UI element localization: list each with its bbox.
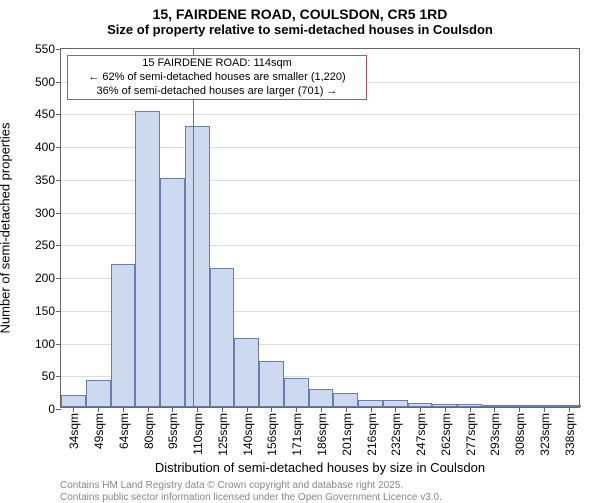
histogram-bar: [259, 361, 284, 407]
y-tick-label: 400: [35, 140, 61, 154]
x-tick-label: 186sqm: [313, 413, 329, 456]
x-tick-label: 125sqm: [214, 413, 230, 456]
footer-line-2: Contains public sector information licen…: [60, 492, 442, 503]
reference-line: [193, 49, 194, 407]
x-tick-label: 95sqm: [164, 413, 180, 449]
x-tick-mark: [271, 407, 272, 412]
x-tick-mark: [197, 407, 198, 412]
chart-container: 15, FAIRDENE ROAD, COULSDON, CR5 1RD Siz…: [0, 0, 600, 500]
x-tick-mark: [321, 407, 322, 412]
footer-line-1: Contains HM Land Registry data © Crown c…: [60, 480, 403, 491]
x-tick-label: 34sqm: [65, 413, 81, 449]
x-tick-mark: [222, 407, 223, 412]
x-tick-label: 64sqm: [115, 413, 131, 449]
y-tick-label: 100: [35, 337, 61, 351]
histogram-bar: [61, 395, 86, 407]
x-tick-mark: [445, 407, 446, 412]
x-tick-label: 201sqm: [338, 413, 354, 456]
x-tick-label: 293sqm: [486, 413, 502, 456]
y-tick-label: 300: [35, 206, 61, 220]
x-tick-label: 171sqm: [288, 413, 304, 456]
x-tick-label: 232sqm: [387, 413, 403, 456]
x-tick-mark: [123, 407, 124, 412]
x-tick-label: 140sqm: [239, 413, 255, 456]
histogram-bar: [185, 126, 210, 407]
x-tick-mark: [519, 407, 520, 412]
y-tick-label: 200: [35, 271, 61, 285]
x-tick-mark: [371, 407, 372, 412]
x-axis-label: Distribution of semi-detached houses by …: [60, 460, 580, 475]
annotation-line: 15 FAIRDENE ROAD: 114sqm: [72, 57, 362, 71]
x-tick-label: 80sqm: [140, 413, 156, 449]
histogram-bar: [210, 268, 235, 407]
histogram-bar: [333, 393, 358, 407]
x-tick-mark: [98, 407, 99, 412]
x-tick-label: 323sqm: [536, 413, 552, 456]
y-tick-label: 350: [35, 173, 61, 187]
x-tick-label: 216sqm: [363, 413, 379, 456]
x-tick-mark: [470, 407, 471, 412]
x-tick-label: 110sqm: [189, 413, 205, 455]
histogram-bar: [135, 111, 160, 407]
y-tick-label: 150: [35, 304, 61, 318]
annotation-line: ← 62% of semi-detached houses are smalle…: [72, 71, 362, 85]
y-tick-label: 250: [35, 238, 61, 252]
x-tick-label: 156sqm: [263, 413, 279, 456]
x-tick-mark: [73, 407, 74, 412]
chart-title: 15, FAIRDENE ROAD, COULSDON, CR5 1RD: [0, 0, 600, 22]
histogram-bar: [284, 378, 309, 407]
x-tick-label: 277sqm: [462, 413, 478, 456]
chart-subtitle: Size of property relative to semi-detach…: [0, 22, 600, 41]
histogram-bar: [86, 380, 111, 407]
x-tick-mark: [172, 407, 173, 412]
y-tick-label: 0: [48, 402, 61, 416]
plot-area: 05010015020025030035040045050055034sqm49…: [60, 48, 580, 408]
annotation-line: 36% of semi-detached houses are larger (…: [72, 85, 362, 99]
histogram-bar: [309, 389, 334, 407]
annotation-box: 15 FAIRDENE ROAD: 114sqm← 62% of semi-de…: [67, 55, 367, 100]
x-tick-label: 247sqm: [412, 413, 428, 456]
x-tick-label: 338sqm: [561, 413, 577, 456]
y-tick-label: 50: [42, 369, 61, 383]
x-tick-label: 49sqm: [90, 413, 106, 449]
x-tick-label: 308sqm: [511, 413, 527, 456]
histogram-bar: [111, 264, 136, 407]
y-tick-label: 550: [35, 42, 61, 56]
x-tick-mark: [544, 407, 545, 412]
y-tick-label: 500: [35, 75, 61, 89]
histogram-bar: [160, 178, 185, 407]
x-tick-mark: [346, 407, 347, 412]
x-tick-mark: [420, 407, 421, 412]
x-tick-mark: [395, 407, 396, 412]
x-tick-mark: [569, 407, 570, 412]
x-tick-mark: [148, 407, 149, 412]
x-tick-mark: [247, 407, 248, 412]
x-tick-label: 262sqm: [437, 413, 453, 456]
x-tick-mark: [494, 407, 495, 412]
x-tick-mark: [296, 407, 297, 412]
y-tick-label: 450: [35, 107, 61, 121]
histogram-bar: [234, 338, 259, 407]
